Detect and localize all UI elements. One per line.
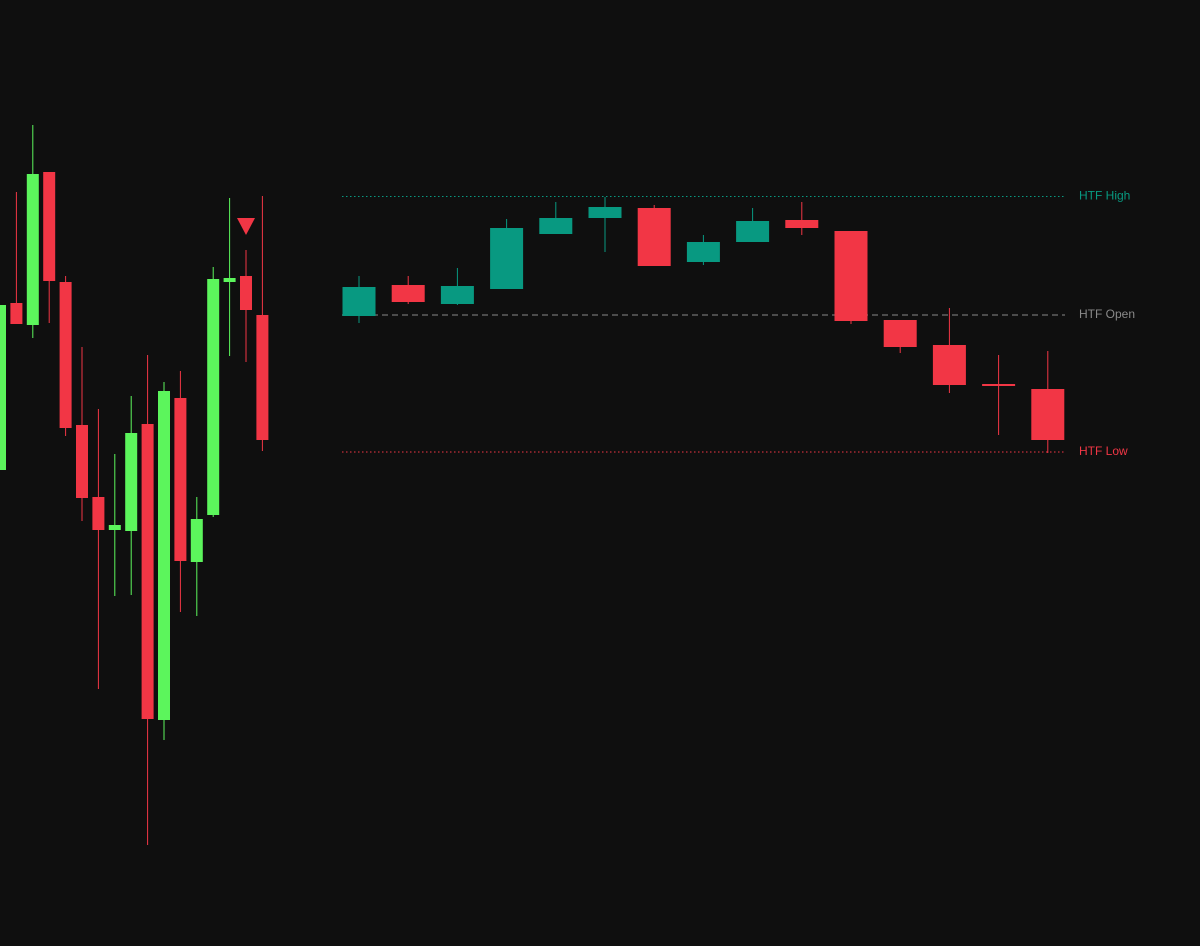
candle-body	[141, 424, 154, 719]
level-label: HTF Low	[1079, 444, 1128, 458]
candle-body	[207, 279, 220, 515]
candle-body	[59, 282, 72, 428]
candle-body	[0, 305, 6, 470]
candle-body	[490, 228, 524, 289]
candle-body	[539, 218, 573, 234]
candle-body	[256, 315, 269, 440]
candle-body	[92, 497, 105, 530]
candle-body	[932, 345, 966, 385]
candle-body	[240, 276, 252, 310]
candle-body	[686, 242, 720, 262]
candle-body	[883, 320, 917, 347]
level-label: HTF Open	[1079, 307, 1135, 321]
candle-body	[637, 208, 671, 266]
signal-marker	[237, 218, 255, 235]
candle-body	[588, 207, 622, 218]
candle-body	[10, 303, 23, 324]
candle-body	[26, 174, 39, 325]
candle-body	[785, 220, 819, 228]
candle-body	[834, 231, 868, 321]
candle-body	[440, 286, 474, 304]
candle-body	[125, 433, 138, 531]
candle-body	[190, 519, 203, 562]
candle-body	[736, 221, 770, 242]
candle-body	[158, 391, 170, 720]
candle-body	[342, 287, 376, 316]
level-label: HTF High	[1079, 189, 1130, 203]
candle-body	[223, 278, 236, 282]
candle-body	[43, 172, 56, 281]
candle-body	[982, 384, 1016, 386]
candle-body	[108, 525, 121, 530]
candle-body	[1031, 389, 1065, 440]
candle-body	[391, 285, 425, 302]
candle-body	[76, 425, 88, 498]
candle-body	[174, 398, 187, 561]
